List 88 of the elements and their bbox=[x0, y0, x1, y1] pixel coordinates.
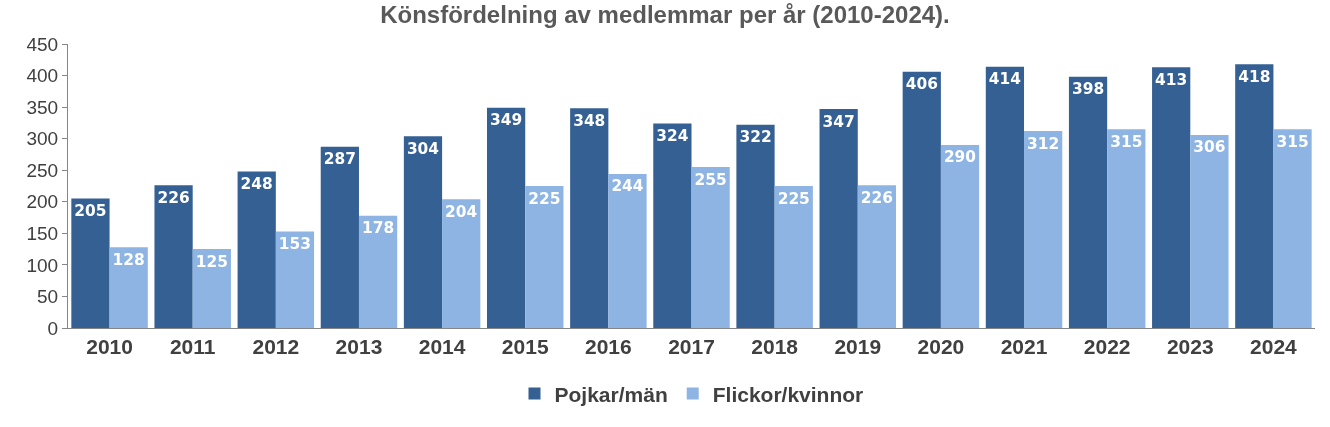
data-label: 153 bbox=[278, 234, 312, 253]
bar bbox=[237, 171, 276, 328]
bar bbox=[902, 71, 941, 328]
bar bbox=[486, 107, 526, 328]
bar bbox=[857, 185, 897, 328]
data-label: 225 bbox=[777, 189, 810, 208]
data-label: 125 bbox=[195, 252, 228, 271]
data-label: 226 bbox=[157, 188, 190, 207]
x-tick-label: 2020 bbox=[917, 335, 965, 359]
x-tick-label: 2023 bbox=[1166, 335, 1214, 359]
legend-label: Pojkar/män bbox=[554, 382, 668, 406]
data-label: 315 bbox=[1276, 132, 1309, 151]
bar bbox=[691, 167, 730, 328]
data-label: 205 bbox=[74, 202, 107, 221]
data-label: 349 bbox=[490, 111, 523, 130]
x-tick-label: 2021 bbox=[1000, 335, 1048, 359]
data-label: 348 bbox=[573, 111, 606, 130]
x-tick-label: 2019 bbox=[834, 335, 882, 359]
data-label: 248 bbox=[240, 175, 273, 194]
bar bbox=[653, 123, 692, 328]
bar bbox=[774, 186, 813, 328]
y-tick-label: 450 bbox=[26, 33, 59, 55]
y-tick-label: 100 bbox=[26, 254, 59, 276]
bar bbox=[71, 198, 110, 328]
y-tick-label: 200 bbox=[26, 191, 59, 213]
bar bbox=[1152, 67, 1191, 328]
x-tick-label: 2015 bbox=[501, 335, 549, 359]
data-label: 244 bbox=[611, 177, 644, 196]
x-tick-label: 2017 bbox=[668, 335, 715, 359]
data-label: 225 bbox=[528, 189, 561, 208]
bar bbox=[192, 249, 231, 328]
bar bbox=[736, 124, 775, 328]
data-label: 178 bbox=[361, 219, 395, 238]
x-tick-label: 2011 bbox=[169, 335, 216, 359]
data-label: 287 bbox=[323, 150, 356, 169]
bar bbox=[275, 231, 315, 328]
bar bbox=[1068, 76, 1108, 328]
x-tick-label: 2010 bbox=[86, 335, 133, 359]
x-tick-label: 2018 bbox=[751, 335, 799, 359]
data-label: 306 bbox=[1193, 138, 1226, 157]
data-label: 398 bbox=[1071, 80, 1105, 99]
data-label: 226 bbox=[860, 188, 893, 207]
bar bbox=[358, 215, 398, 328]
data-label: 255 bbox=[694, 170, 727, 189]
y-tick-label: 50 bbox=[37, 286, 59, 308]
bar bbox=[940, 144, 980, 328]
bar bbox=[570, 108, 609, 328]
x-tick-label: 2013 bbox=[335, 335, 383, 359]
bar bbox=[608, 174, 647, 328]
y-tick-label: 400 bbox=[26, 65, 59, 87]
bar bbox=[1273, 129, 1312, 328]
data-label: 414 bbox=[988, 70, 1021, 89]
x-tick-label: 2014 bbox=[418, 335, 466, 359]
x-tick-label: 2012 bbox=[252, 335, 300, 359]
bar bbox=[154, 185, 193, 328]
bar bbox=[1190, 134, 1229, 328]
x-tick-label: 2016 bbox=[585, 335, 632, 359]
data-label: 290 bbox=[943, 148, 976, 167]
y-tick-label: 300 bbox=[26, 128, 59, 150]
y-tick-label: 150 bbox=[26, 222, 59, 244]
bar bbox=[109, 247, 148, 328]
data-label: 418 bbox=[1238, 67, 1271, 86]
data-label: 204 bbox=[445, 202, 478, 221]
bar bbox=[442, 199, 481, 328]
y-tick-label: 350 bbox=[26, 96, 59, 118]
y-tick-label: 0 bbox=[47, 317, 59, 339]
chart-title: Könsfördelning av medlemmar per år (2010-2024). bbox=[380, 1, 950, 29]
data-label: 304 bbox=[406, 139, 439, 158]
bar bbox=[320, 146, 359, 328]
bar bbox=[1235, 64, 1274, 328]
bar bbox=[403, 136, 443, 328]
data-label: 128 bbox=[112, 250, 145, 269]
data-label: 406 bbox=[905, 75, 938, 94]
data-label: 324 bbox=[656, 126, 689, 145]
x-tick-label: 2022 bbox=[1083, 335, 1131, 359]
y-tick-label: 250 bbox=[26, 159, 59, 181]
data-label: 312 bbox=[1027, 134, 1060, 153]
data-label: 413 bbox=[1155, 70, 1188, 89]
data-label: 322 bbox=[739, 128, 772, 147]
legend-label: Flickor/kvinnor bbox=[712, 382, 864, 406]
bar bbox=[819, 109, 858, 328]
x-tick-label: 2024 bbox=[1250, 335, 1298, 359]
bar bbox=[1107, 129, 1146, 328]
bar bbox=[985, 66, 1025, 328]
bar bbox=[1024, 131, 1063, 328]
data-label: 347 bbox=[822, 112, 855, 131]
data-label: 315 bbox=[1110, 132, 1143, 151]
bar bbox=[525, 186, 564, 328]
